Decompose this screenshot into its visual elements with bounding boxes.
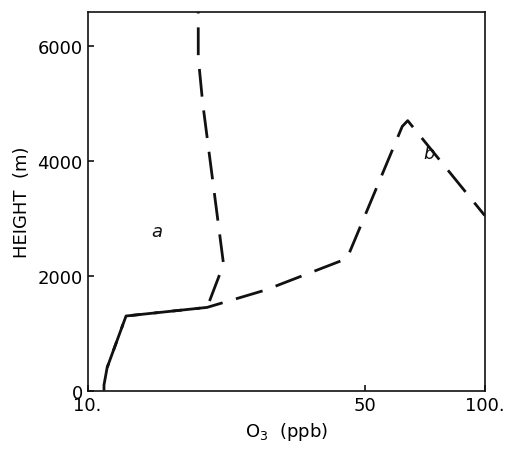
Y-axis label: HEIGHT  (m): HEIGHT (m) (12, 146, 31, 257)
Text: b: b (423, 145, 435, 162)
Text: a: a (151, 222, 163, 240)
X-axis label: O$_3$  (ppb): O$_3$ (ppb) (245, 420, 328, 443)
